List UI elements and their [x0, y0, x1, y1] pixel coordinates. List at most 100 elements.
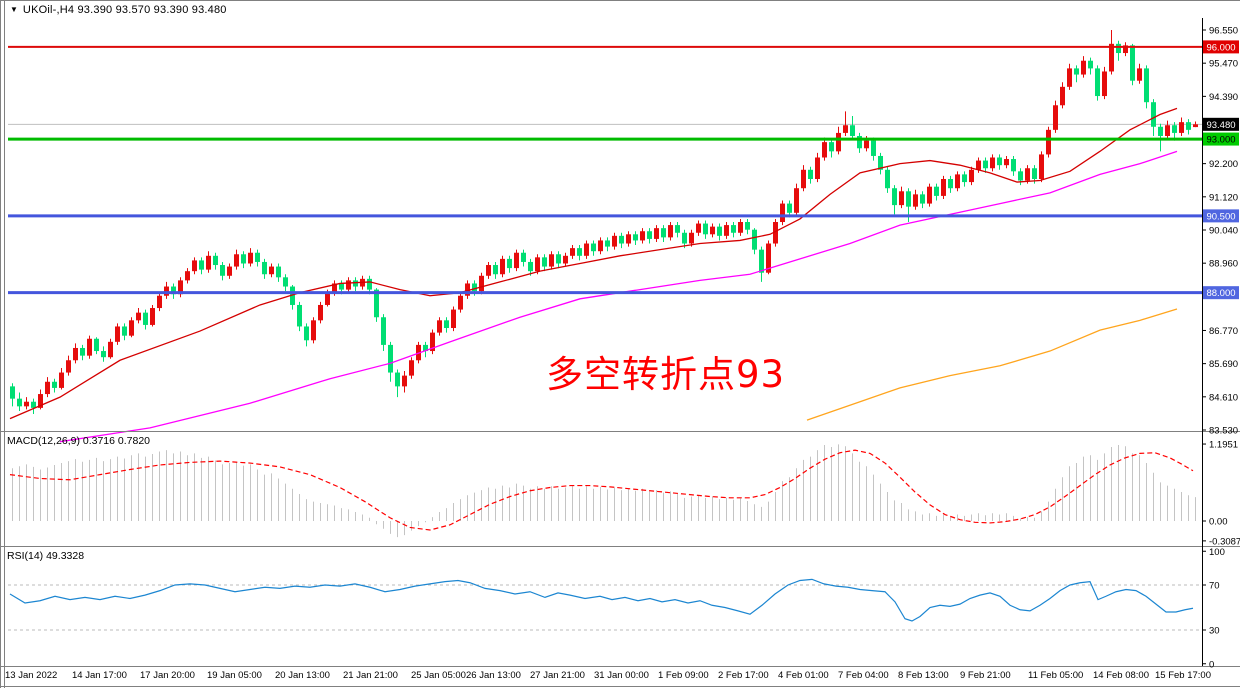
candle — [752, 228, 757, 255]
candle — [647, 228, 652, 244]
price-badge-level-88.000: 88.000 — [1203, 286, 1239, 300]
candle — [794, 183, 799, 216]
candle — [1088, 57, 1093, 75]
rsi-line — [9, 578, 1194, 622]
candle — [1186, 119, 1191, 135]
candle — [1144, 65, 1149, 109]
time-axis-label: 2 Feb 17:00 — [718, 670, 769, 681]
candle — [458, 292, 463, 313]
candle — [584, 240, 589, 259]
time-axis-label: 26 Jan 13:00 — [466, 670, 521, 681]
time-axis-label: 9 Feb 21:00 — [960, 670, 1011, 681]
time-axis-label: 8 Feb 13:00 — [898, 670, 949, 681]
macd-tick-label: -0.3087 — [1209, 536, 1240, 547]
window-top-border — [0, 0, 1240, 1]
candle — [157, 292, 162, 312]
candle — [178, 277, 183, 298]
price-tick-label: 92.200 — [1209, 159, 1238, 170]
svg-text:90.500: 90.500 — [1206, 211, 1235, 222]
price-tick-label: 90.040 — [1209, 226, 1238, 237]
candle — [94, 337, 99, 355]
candle — [682, 229, 687, 249]
candle — [241, 251, 246, 269]
candle — [703, 220, 708, 239]
candle — [941, 175, 946, 199]
candle — [206, 251, 211, 273]
price-badge-level-90.500: 90.500 — [1203, 209, 1239, 223]
candle — [871, 137, 876, 161]
candle — [311, 317, 316, 344]
candle — [388, 341, 393, 382]
candle — [549, 251, 554, 270]
candle — [73, 343, 78, 364]
candle — [535, 254, 540, 275]
chart-left-border — [4, 0, 5, 688]
candle — [199, 257, 204, 275]
candle — [87, 335, 92, 359]
candle — [808, 166, 813, 184]
time-axis-label: 15 Feb 17:00 — [1155, 670, 1211, 681]
svg-text:93.480: 93.480 — [1206, 120, 1235, 131]
candle — [822, 137, 827, 161]
macd-tick-label: 0.00 — [1209, 517, 1228, 528]
candle — [10, 383, 15, 407]
candle — [80, 344, 85, 361]
candle — [1011, 155, 1016, 176]
price-tick-label: 95.470 — [1209, 59, 1238, 70]
candle — [290, 284, 295, 310]
candle — [255, 249, 260, 267]
candle — [892, 185, 897, 215]
candle — [829, 139, 834, 158]
candle — [927, 183, 932, 207]
candle — [304, 323, 309, 347]
time-axis-label: 11 Feb 05:00 — [1028, 670, 1083, 681]
candle — [731, 222, 736, 238]
chevron-down-icon[interactable]: ▼ — [10, 5, 18, 14]
candle — [815, 152, 820, 183]
candle — [1123, 42, 1128, 57]
candle — [479, 272, 484, 295]
candle — [1158, 123, 1163, 152]
candle — [353, 277, 358, 292]
candle — [661, 225, 666, 242]
svg-text:93.000: 93.000 — [1206, 135, 1235, 146]
candle — [423, 341, 428, 358]
candle — [633, 231, 638, 246]
candle — [451, 306, 456, 332]
time-axis-label: 19 Jan 05:00 — [207, 670, 262, 681]
candle — [493, 261, 498, 279]
candle — [1039, 151, 1044, 183]
candle — [381, 314, 386, 352]
candle — [836, 126, 841, 155]
candle — [563, 252, 568, 267]
price-tick-label: 84.610 — [1209, 392, 1238, 403]
candle — [605, 237, 610, 252]
price-tick-label: 94.390 — [1209, 92, 1238, 103]
rsi-tick-label: 30 — [1209, 626, 1220, 637]
candle — [521, 249, 526, 267]
candle — [1193, 121, 1198, 128]
candle — [346, 277, 351, 293]
candle — [913, 189, 918, 210]
candle — [591, 240, 596, 256]
candle — [59, 367, 64, 390]
price-tick-label: 91.120 — [1209, 192, 1238, 203]
time-axis-label: 21 Jan 21:00 — [343, 670, 398, 681]
candle — [1053, 100, 1058, 133]
candle — [122, 323, 127, 341]
candle — [801, 165, 806, 192]
time-axis-label: 1 Feb 09:00 — [658, 670, 709, 681]
candle — [395, 369, 400, 398]
price-tick-label: 86.770 — [1209, 326, 1238, 337]
candle — [486, 261, 491, 279]
ma-red-line — [9, 107, 1178, 420]
candle — [920, 191, 925, 209]
candle — [556, 251, 561, 269]
candle — [668, 222, 673, 241]
candle — [1018, 168, 1023, 186]
candle — [619, 232, 624, 249]
time-axis-label: 27 Jan 21:00 — [530, 670, 585, 681]
candle — [542, 254, 547, 272]
candle — [1172, 122, 1177, 141]
